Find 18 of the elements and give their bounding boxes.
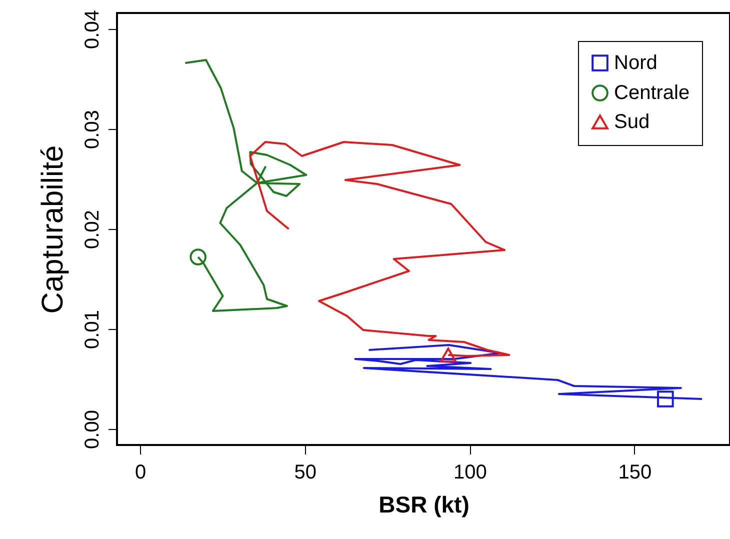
legend-label: Sud	[614, 111, 650, 133]
x-tick-label: 150	[618, 462, 652, 484]
x-tick-label: 0	[135, 462, 146, 484]
point	[190, 248, 206, 266]
x-axis-title: BSR (kt)	[378, 492, 470, 518]
point	[656, 390, 674, 408]
line-series	[184, 59, 308, 312]
y-tick-label: 0.00	[82, 410, 104, 449]
y-tick-label: 0.02	[82, 210, 104, 249]
y-axis-title: Capturabilité	[36, 145, 70, 314]
y-tick-label: 0.04	[82, 10, 104, 49]
x-tick-label: 100	[453, 462, 487, 484]
point	[440, 348, 457, 362]
legend-label: Nord	[614, 52, 658, 74]
y-tick-label: 0.01	[82, 310, 104, 349]
legend-label: Centrale	[614, 82, 690, 104]
y-tick-label: 0.03	[82, 110, 104, 149]
x-tick-label: 50	[294, 462, 316, 484]
